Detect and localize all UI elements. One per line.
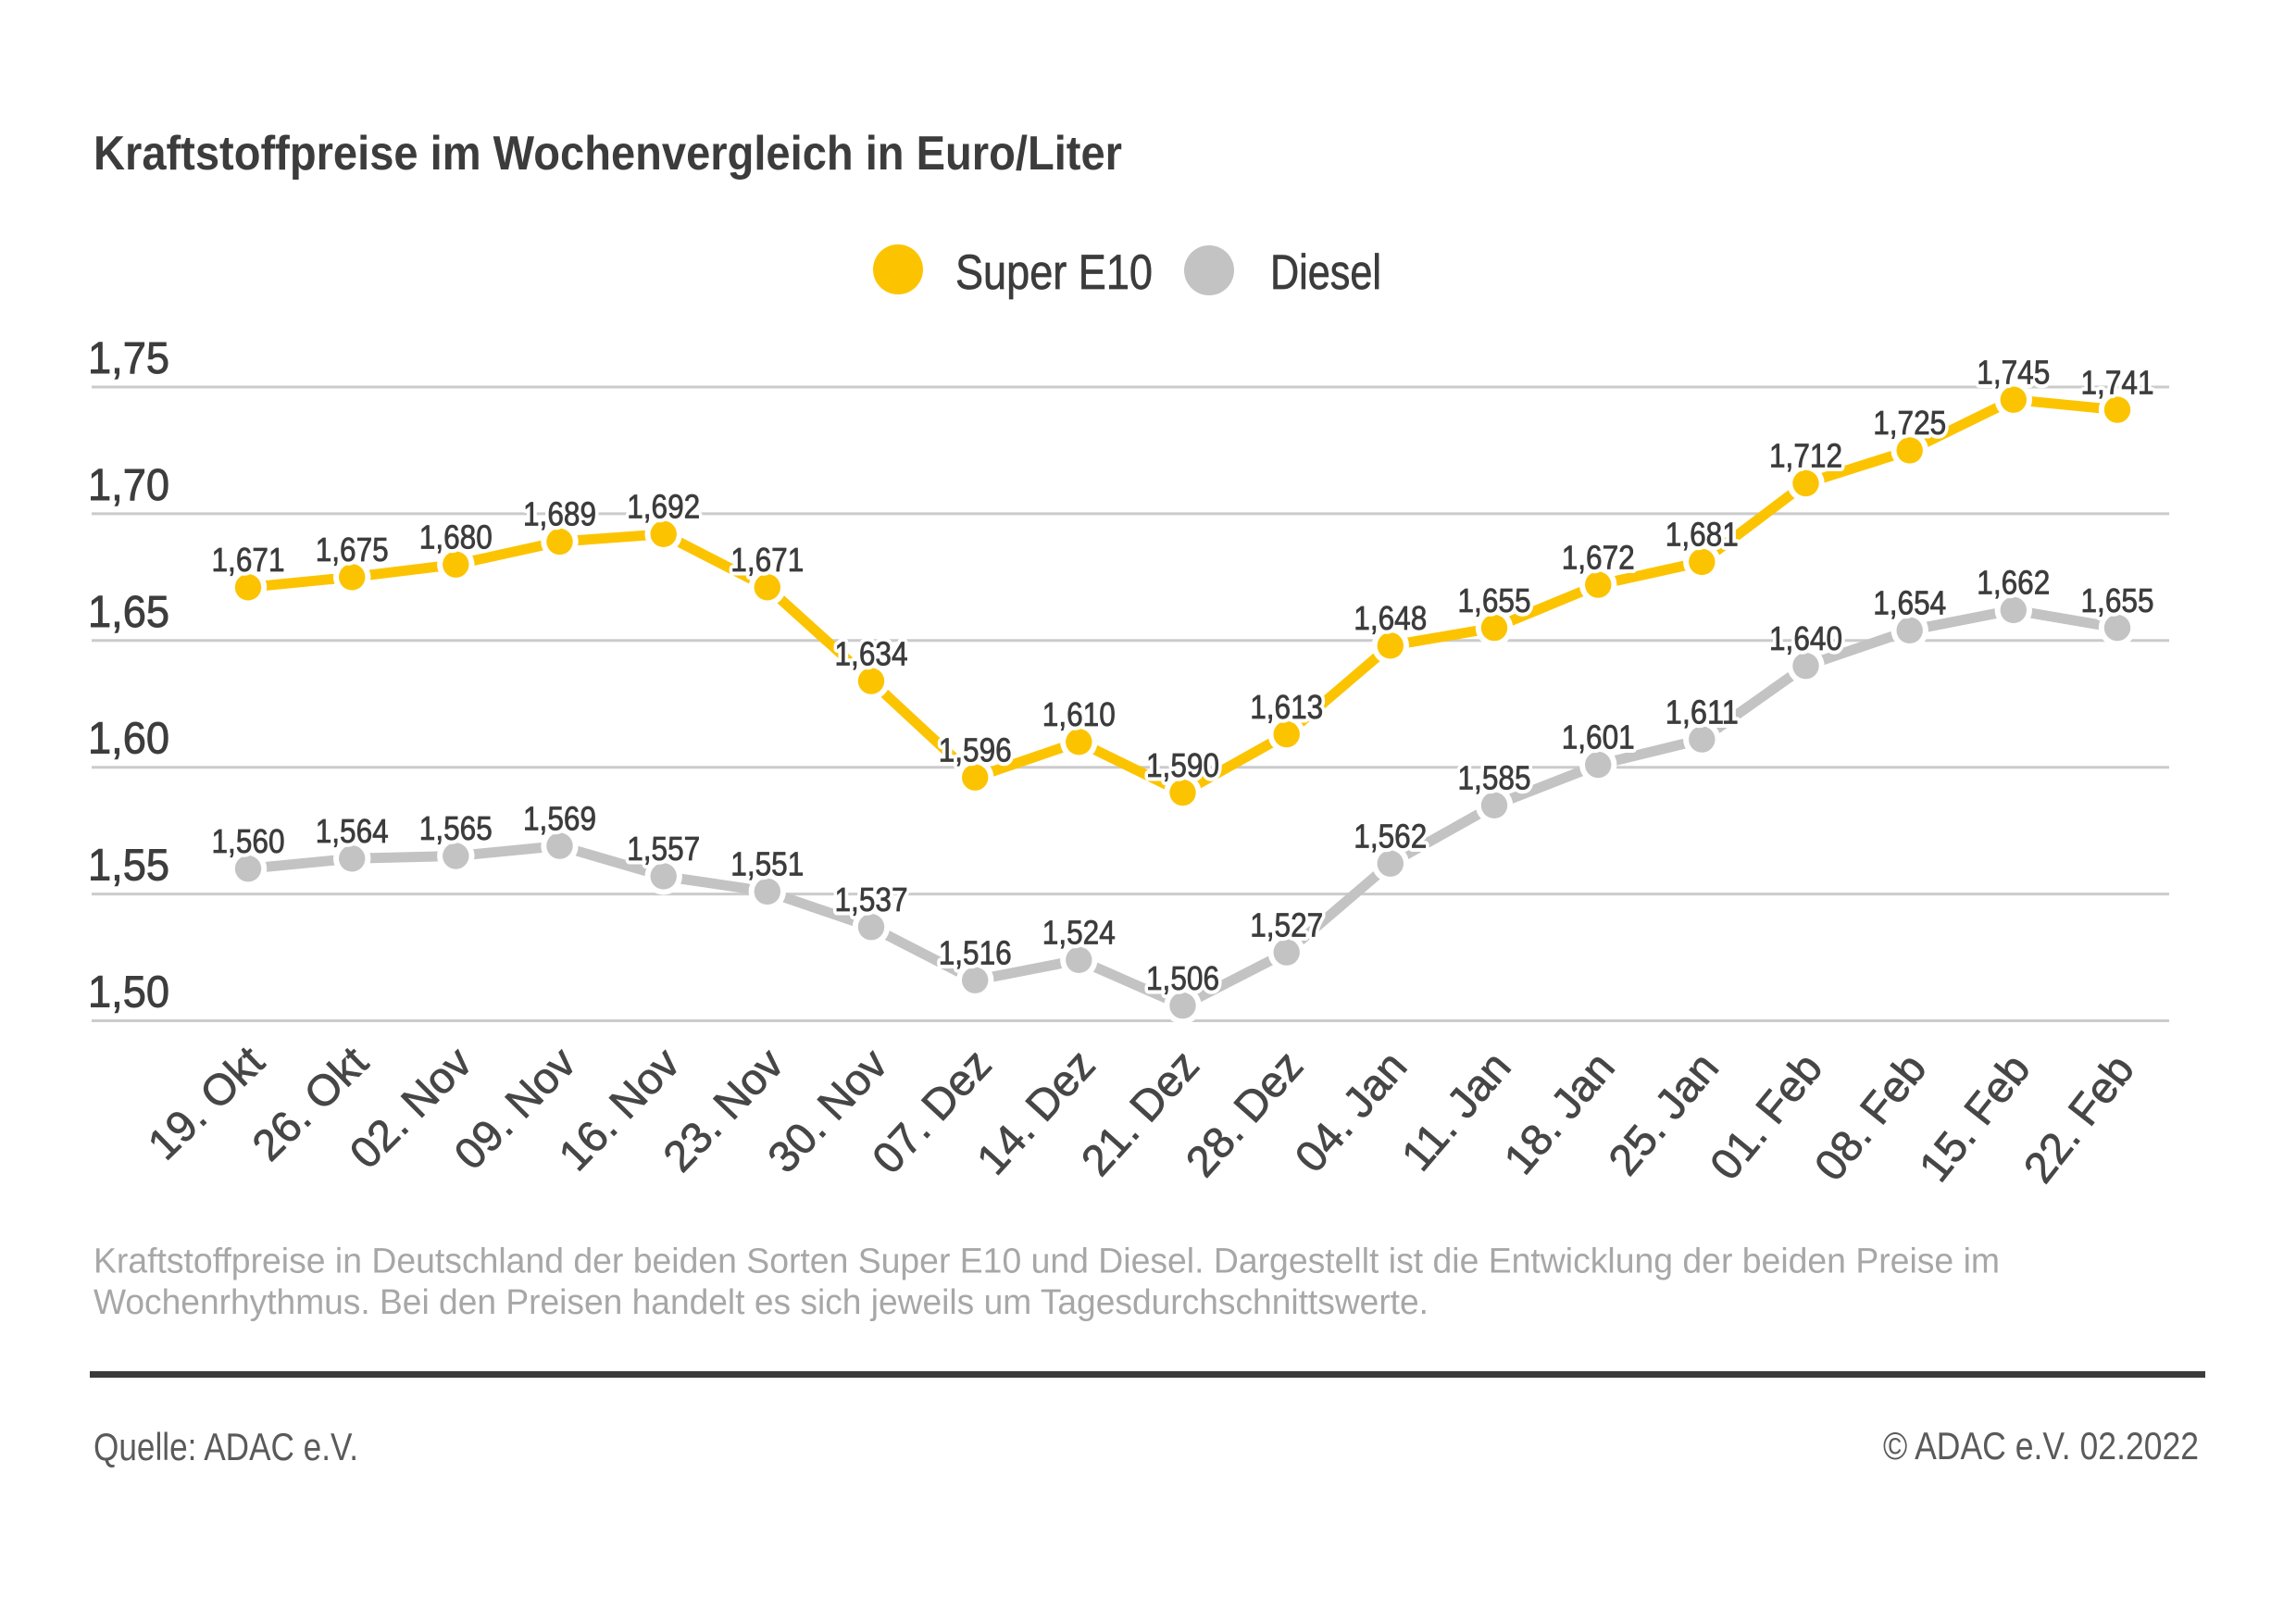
- svg-text:1,569: 1,569: [523, 799, 596, 837]
- svg-text:© ADAC e.V. 02.2022: © ADAC e.V. 02.2022: [1883, 1424, 2199, 1467]
- svg-text:Kraftstoffpreise im Wochenverg: Kraftstoffpreise im Wochenvergleich in E…: [94, 127, 1122, 181]
- svg-text:1,562: 1,562: [1354, 817, 1427, 855]
- svg-text:Wochenrhythmus. Bei den Preise: Wochenrhythmus. Bei den Preisen handelt …: [94, 1283, 1429, 1322]
- svg-text:1,671: 1,671: [730, 541, 804, 579]
- svg-text:1,524: 1,524: [1042, 914, 1116, 952]
- svg-text:1,564: 1,564: [316, 812, 389, 850]
- svg-text:1,569: 1,569: [523, 799, 596, 837]
- svg-text:1,527: 1,527: [1250, 905, 1323, 943]
- svg-text:1,596: 1,596: [939, 731, 1012, 768]
- svg-text:1,692: 1,692: [627, 488, 700, 526]
- svg-text:1,672: 1,672: [1562, 538, 1635, 576]
- svg-text:1,585: 1,585: [1458, 759, 1531, 797]
- svg-text:1,560: 1,560: [212, 822, 285, 860]
- svg-text:1,611: 1,611: [1666, 693, 1739, 731]
- svg-text:1,557: 1,557: [627, 830, 700, 868]
- svg-text:1,524: 1,524: [1042, 914, 1116, 952]
- svg-text:1,506: 1,506: [1146, 959, 1219, 997]
- svg-text:1,60: 1,60: [88, 715, 169, 764]
- svg-text:1,551: 1,551: [730, 845, 804, 883]
- svg-text:1,565: 1,565: [419, 809, 493, 847]
- svg-text:1,671: 1,671: [212, 541, 285, 579]
- svg-text:1,662: 1,662: [1977, 564, 2050, 602]
- svg-text:1,516: 1,516: [939, 933, 1012, 971]
- svg-text:1,551: 1,551: [730, 845, 804, 883]
- svg-text:1,50: 1,50: [88, 968, 169, 1018]
- svg-text:1,681: 1,681: [1666, 516, 1739, 554]
- svg-text:Kraftstoffpreise in Deutschlan: Kraftstoffpreise in Deutschland der beid…: [94, 1243, 2000, 1281]
- svg-text:1,648: 1,648: [1354, 599, 1427, 637]
- svg-text:1,613: 1,613: [1250, 688, 1323, 726]
- svg-text:1,675: 1,675: [316, 531, 389, 568]
- svg-text:1,680: 1,680: [419, 518, 493, 556]
- svg-text:1,70: 1,70: [88, 461, 169, 510]
- svg-text:1,672: 1,672: [1562, 538, 1635, 576]
- svg-text:1,564: 1,564: [316, 812, 389, 850]
- svg-text:Diesel: Diesel: [1270, 245, 1381, 300]
- svg-text:1,562: 1,562: [1354, 817, 1427, 855]
- svg-text:1,745: 1,745: [1977, 353, 2050, 391]
- svg-text:1,725: 1,725: [1873, 404, 1946, 442]
- svg-text:1,745: 1,745: [1977, 353, 2050, 391]
- svg-text:1,741: 1,741: [2081, 363, 2154, 401]
- svg-text:1,671: 1,671: [212, 541, 285, 579]
- svg-text:1,712: 1,712: [1769, 437, 1842, 475]
- svg-text:1,640: 1,640: [1769, 619, 1842, 657]
- svg-text:1,692: 1,692: [627, 488, 700, 526]
- svg-text:1,655: 1,655: [2081, 581, 2154, 619]
- svg-text:1,689: 1,689: [523, 495, 596, 533]
- svg-text:1,590: 1,590: [1146, 746, 1219, 784]
- svg-text:Quelle: ADAC e.V.: Quelle: ADAC e.V.: [94, 1425, 358, 1468]
- svg-text:1,680: 1,680: [419, 518, 493, 556]
- svg-text:1,640: 1,640: [1769, 619, 1842, 657]
- svg-text:1,741: 1,741: [2081, 363, 2154, 401]
- svg-text:1,648: 1,648: [1354, 599, 1427, 637]
- svg-text:1,610: 1,610: [1042, 695, 1116, 733]
- svg-text:1,725: 1,725: [1873, 404, 1946, 442]
- svg-text:1,610: 1,610: [1042, 695, 1116, 733]
- svg-text:1,557: 1,557: [627, 830, 700, 868]
- svg-text:1,537: 1,537: [835, 880, 908, 918]
- svg-text:1,590: 1,590: [1146, 746, 1219, 784]
- svg-text:1,675: 1,675: [316, 531, 389, 568]
- svg-text:1,55: 1,55: [88, 842, 169, 891]
- svg-text:1,565: 1,565: [419, 809, 493, 847]
- svg-text:1,662: 1,662: [1977, 564, 2050, 602]
- svg-text:1,601: 1,601: [1562, 718, 1635, 756]
- svg-text:1,655: 1,655: [2081, 581, 2154, 619]
- svg-text:1,654: 1,654: [1873, 584, 1946, 622]
- svg-text:1,596: 1,596: [939, 731, 1012, 768]
- svg-text:1,527: 1,527: [1250, 905, 1323, 943]
- svg-text:1,537: 1,537: [835, 880, 908, 918]
- svg-text:1,654: 1,654: [1873, 584, 1946, 622]
- svg-text:1,613: 1,613: [1250, 688, 1323, 726]
- svg-text:1,712: 1,712: [1769, 437, 1842, 475]
- svg-text:1,681: 1,681: [1666, 516, 1739, 554]
- svg-text:1,611: 1,611: [1666, 693, 1739, 731]
- svg-text:1,75: 1,75: [88, 334, 169, 383]
- svg-text:1,560: 1,560: [212, 822, 285, 860]
- svg-text:1,65: 1,65: [88, 588, 169, 637]
- svg-text:1,585: 1,585: [1458, 759, 1531, 797]
- svg-text:1,634: 1,634: [835, 634, 908, 672]
- svg-text:1,689: 1,689: [523, 495, 596, 533]
- svg-text:1,655: 1,655: [1458, 581, 1531, 619]
- svg-text:1,601: 1,601: [1562, 718, 1635, 756]
- svg-text:1,671: 1,671: [730, 541, 804, 579]
- svg-text:1,655: 1,655: [1458, 581, 1531, 619]
- svg-text:1,516: 1,516: [939, 933, 1012, 971]
- svg-text:1,506: 1,506: [1146, 959, 1219, 997]
- svg-text:1,634: 1,634: [835, 634, 908, 672]
- svg-text:Super E10: Super E10: [955, 245, 1153, 300]
